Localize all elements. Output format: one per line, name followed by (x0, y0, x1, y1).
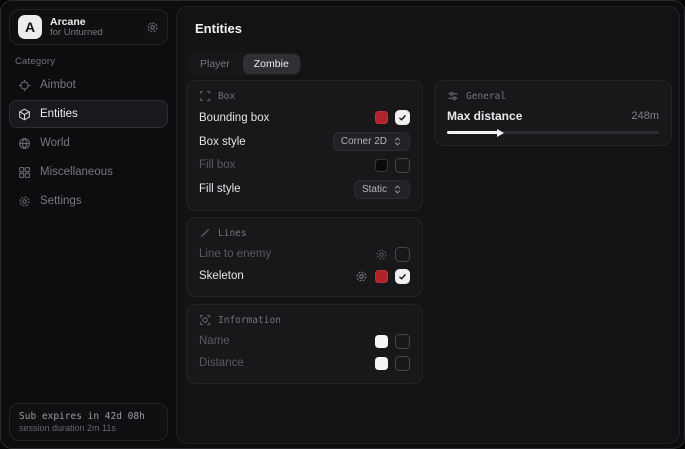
subscription-info: Sub expires in 42d 08h session duration … (9, 403, 168, 441)
name-checkbox[interactable] (395, 333, 410, 349)
chevrons-up-down-icon (393, 184, 402, 194)
line-to-enemy-checkbox[interactable] (395, 246, 410, 262)
sidebar: A Arcane for Unturned Category Aimbo (1, 1, 176, 448)
gear-icon (18, 195, 31, 208)
row-label: Skeleton (199, 270, 244, 282)
color-swatch-red[interactable] (375, 269, 388, 283)
max-distance-fill (447, 128, 504, 137)
session-duration-text: session duration 2m 11s (19, 423, 116, 433)
sidebar-item-entities[interactable]: Entities (9, 100, 168, 128)
bounding-box-checkbox[interactable] (395, 110, 410, 126)
globe-icon (18, 137, 31, 150)
grid-icon (18, 166, 31, 179)
sidebar-item-label: Entities (40, 108, 78, 120)
skeleton-checkbox[interactable] (395, 268, 410, 284)
settings-gear-icon[interactable] (375, 248, 388, 261)
sidebar-item-label: Miscellaneous (40, 166, 113, 178)
sidebar-item-aimbot[interactable]: Aimbot (9, 71, 168, 99)
fill-style-row: Fill style Static (199, 177, 410, 201)
line-to-enemy-row: Line to enemy (199, 243, 410, 265)
color-swatch-red[interactable] (375, 111, 388, 125)
cube-icon (18, 108, 31, 121)
dropdown-value: Static (361, 183, 387, 195)
slider-thumb[interactable] (496, 128, 504, 137)
scan-brackets-icon (199, 90, 211, 102)
brand-gear-icon[interactable] (146, 21, 159, 34)
main-panel: Entities Player Zombie Box Bounding box (176, 6, 680, 444)
row-label: Fill style (199, 183, 241, 196)
card-title: Box (218, 90, 236, 102)
skeleton-row: Skeleton (199, 265, 410, 287)
card-title: Information (218, 314, 281, 326)
sidebar-nav: Aimbot Entities World (9, 71, 168, 215)
general-card: General Max distance 248m (434, 80, 672, 146)
diagonal-line-icon (199, 227, 211, 239)
brand-subtitle: for Unturned (50, 26, 103, 38)
logo-letter: A (24, 19, 36, 35)
card-title: Lines (218, 227, 247, 239)
name-row: Name (199, 330, 410, 352)
max-distance-value: 248m (631, 110, 659, 122)
row-label: Box style (199, 135, 246, 148)
focus-circle-icon (199, 314, 211, 326)
max-distance-slider[interactable] (447, 128, 659, 137)
arcane-logo: A (18, 15, 42, 39)
settings-gear-icon[interactable] (355, 270, 368, 283)
sub-expiry-text: Sub expires in 42d 08h (19, 411, 145, 422)
category-label: Category (15, 56, 56, 67)
chevrons-up-down-icon (393, 137, 402, 146)
row-label: Fill box (199, 159, 236, 172)
color-swatch-white[interactable] (375, 356, 388, 370)
row-label: Name (199, 335, 230, 347)
box-card: Box Bounding box Box style Corner 2D (186, 80, 423, 211)
tab-player[interactable]: Player (189, 54, 241, 74)
entity-tabs: Player Zombie (187, 52, 302, 76)
page-title: Entities (195, 21, 242, 36)
fill-box-checkbox[interactable] (395, 157, 410, 173)
information-card: Information Name Distance (186, 304, 423, 384)
fill-style-dropdown[interactable]: Static (353, 179, 410, 199)
sidebar-item-label: Settings (40, 195, 82, 207)
color-swatch-white[interactable] (375, 334, 388, 348)
card-title: General (466, 90, 507, 102)
distance-checkbox[interactable] (395, 355, 410, 371)
row-label: Line to enemy (199, 248, 272, 260)
fill-box-row: Fill box (199, 154, 410, 178)
box-style-dropdown[interactable]: Corner 2D (332, 132, 410, 152)
row-label: Distance (199, 357, 244, 369)
sliders-icon (447, 90, 459, 102)
dropdown-value: Corner 2D (340, 136, 387, 148)
brand-name: Arcane (50, 15, 86, 28)
lines-card: Lines Line to enemy Skeleton (186, 217, 423, 297)
max-distance-label: Max distance (447, 109, 523, 123)
row-label: Bounding box (199, 111, 270, 124)
bounding-box-row: Bounding box (199, 106, 410, 130)
crosshair-icon (18, 79, 31, 92)
sidebar-item-label: Aimbot (40, 79, 76, 91)
color-swatch-black[interactable] (375, 158, 388, 172)
tab-zombie[interactable]: Zombie (242, 54, 300, 74)
distance-row: Distance (199, 352, 410, 374)
sidebar-item-miscellaneous[interactable]: Miscellaneous (9, 158, 168, 186)
brand-card: A Arcane for Unturned (9, 9, 168, 45)
box-style-row: Box style Corner 2D (199, 130, 410, 154)
sidebar-item-world[interactable]: World (9, 129, 168, 157)
sidebar-item-settings[interactable]: Settings (9, 187, 168, 215)
sidebar-item-label: World (40, 137, 70, 149)
